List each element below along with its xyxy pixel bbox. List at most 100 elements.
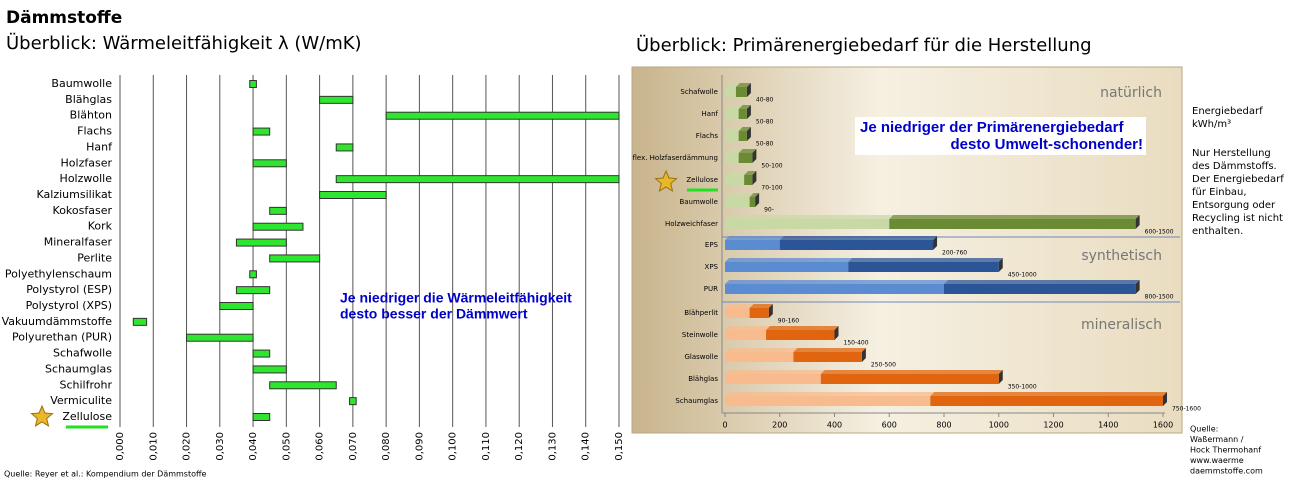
bar-segment (744, 175, 753, 185)
bar-segment (725, 352, 794, 362)
bar-top (848, 258, 1003, 262)
note: enthalten. (1192, 226, 1243, 237)
y-tick-label: Blähperlit (684, 309, 718, 317)
bar (269, 381, 337, 390)
bar-top (725, 280, 948, 284)
source: Waßermann / (1190, 435, 1244, 444)
bar (235, 238, 287, 247)
x-tick-label: 1200 (1043, 421, 1063, 430)
note: Entsorgung oder (1192, 200, 1276, 211)
star-icon (654, 169, 678, 192)
y-tick-label: Polyurethan (PUR) (12, 331, 112, 344)
bar-top (725, 348, 798, 352)
bar-top (944, 280, 1140, 284)
y-tick-label: Flachs (77, 125, 112, 138)
y-tick-label: XPS (705, 263, 719, 271)
bar-top (779, 236, 938, 240)
y-tick-label: Polystyrol (XPS) (26, 299, 112, 312)
x-tick-label: 0,100 (448, 432, 459, 461)
x-tick-label: 0,020 (182, 432, 193, 461)
bar-top (749, 193, 760, 197)
annotation: desto Umwelt-schonender! (950, 136, 1143, 153)
bar (252, 365, 287, 374)
bar (252, 159, 287, 168)
bar-top (725, 149, 743, 153)
bar-top (725, 215, 894, 219)
x-tick-label: 0,050 (281, 432, 292, 461)
unit-note: kWh/m³ (1192, 119, 1231, 130)
y-tick-label: Flachs (696, 132, 719, 140)
value-label: 50-80 (756, 119, 774, 126)
bar-top (820, 370, 1003, 374)
bar-segment (725, 87, 736, 97)
note: Der Energiebedarf (1192, 174, 1284, 185)
source: Quelle: Reyer et al.: Kompendium der Däm… (4, 470, 207, 479)
annotation: Je niedriger die Wärmeleitfähigkeit (340, 290, 572, 306)
x-tick-label: 200 (772, 421, 787, 430)
x-tick-label: 0,120 (514, 432, 525, 461)
bar-segment (725, 330, 767, 340)
value-label: 40-80 (756, 97, 774, 104)
bar-top (744, 171, 757, 175)
value-label: 600-1500 (1145, 229, 1174, 236)
bar-top (738, 105, 751, 109)
y-tick-label: Hanf (702, 110, 719, 118)
y-tick-label: Vakuumdämmstoffe (2, 315, 113, 328)
y-tick-label: Holzweichfaser (665, 220, 718, 228)
bar-segment (738, 153, 753, 163)
bar-segment (735, 87, 747, 97)
y-tick-label: Polystyrol (ESP) (26, 283, 112, 296)
value-label: 250-500 (871, 362, 896, 369)
y-tick-label: Perlite (77, 251, 112, 264)
bar (349, 397, 357, 406)
y-tick-label: Schaumglas (675, 397, 718, 405)
bar-side (861, 348, 866, 362)
x-tick-label: 0,090 (414, 432, 425, 461)
bar-side (746, 83, 751, 97)
bar-top (725, 392, 935, 396)
bar-side (752, 171, 757, 185)
y-tick-label: Zellulose (62, 410, 112, 423)
chart-title: Dämmstoffe (6, 8, 122, 28)
y-tick-label: Schilfrohr (60, 378, 113, 391)
bar-top (725, 304, 754, 308)
y-tick-label: Schafwolle (680, 88, 718, 96)
bar-side (1135, 280, 1140, 294)
group-label: mineralisch (1081, 317, 1162, 333)
x-tick-label: 0,110 (481, 432, 492, 461)
x-tick-label: 1400 (1098, 421, 1118, 430)
bar-segment (725, 240, 780, 250)
source: www.waerme (1190, 456, 1244, 465)
y-tick-label: Holzwolle (60, 172, 113, 185)
value-label: 150-400 (844, 340, 869, 347)
y-tick-label: Baumwolle (51, 77, 112, 90)
x-tick-label: 0,000 (115, 432, 126, 461)
source: Quelle: (1190, 425, 1218, 434)
bar-segment (725, 153, 739, 163)
bar-segment (766, 330, 835, 340)
bar-top (930, 392, 1167, 396)
bar-top (725, 105, 743, 109)
bar-segment (725, 131, 739, 141)
bar-segment (738, 131, 747, 141)
source: daemmstoffe.com (1190, 467, 1263, 476)
bar-top (725, 258, 853, 262)
bar-side (752, 149, 757, 163)
bar-segment (793, 352, 862, 362)
bar-segment (738, 109, 747, 119)
bar-top (725, 83, 740, 87)
y-tick-label: Kork (88, 220, 113, 233)
bar-top (738, 127, 751, 131)
x-tick-label: 0,070 (348, 432, 359, 461)
bar-top (725, 370, 825, 374)
bar-segment (725, 396, 931, 406)
x-tick-label: 0,150 (614, 432, 625, 461)
bar (219, 302, 254, 310)
note: für Einbau, (1192, 187, 1247, 198)
x-tick-label: 1000 (989, 421, 1009, 430)
note: Nur Herstellung (1192, 148, 1271, 159)
x-tick-label: 0,060 (315, 432, 326, 461)
bar-segment (889, 219, 1136, 229)
bar (319, 191, 387, 199)
